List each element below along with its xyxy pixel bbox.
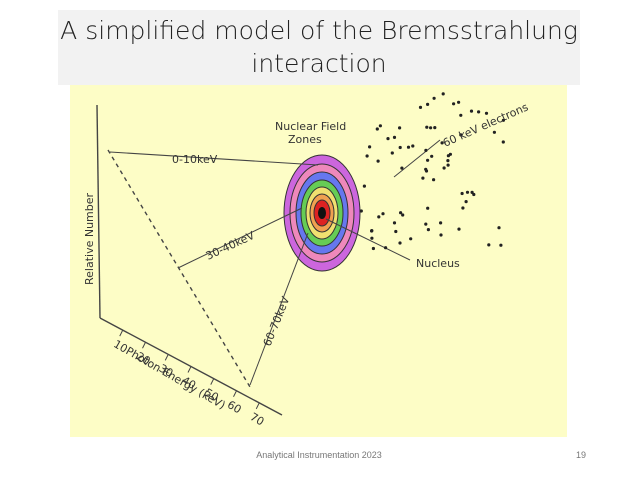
electron-dot [421,176,425,180]
x-tick-label: 60 [225,398,244,416]
zones-label: Zones [288,133,322,146]
electron-dot [362,184,366,188]
electron-dot [377,215,381,219]
nucleus-label: Nucleus [416,257,460,270]
x-tick-label: 50 [202,386,221,404]
electron-dot [368,145,372,149]
electron-dot [459,113,463,117]
electron-dot [446,163,450,167]
electron-dot [464,200,468,204]
x-tick-marks [119,329,260,410]
footer: Analytical Instrumentation 2023 [256,450,382,460]
electron-dot [424,167,428,171]
electron-dot [452,102,456,106]
title-box: A simplified model of the Bremsstrahlung… [58,10,580,85]
electron-dot [409,237,413,241]
diagram: Nuclear Field Zones 60 keV electrons Nuc… [70,85,567,437]
electron-dot [381,212,385,216]
electron-dot [442,166,446,170]
electron-dot [424,222,428,226]
electron-dot [465,190,470,194]
electron-dot [501,140,505,144]
electron-dot [457,227,461,231]
electron-dot [411,144,415,148]
electron-dot [400,166,404,170]
electron-dot [418,105,423,109]
electron-dot [492,130,496,134]
electron-dot [433,126,437,130]
electron-dot [459,133,463,137]
electron-dot [426,158,430,162]
electron-dot [425,125,429,129]
electron-dot [392,221,397,225]
electrons [359,92,505,251]
x-tick [119,329,124,337]
electron-dot [441,92,445,96]
electron-dot [370,236,374,240]
electron-dot [390,151,394,155]
x-tick-label: 10 [111,337,130,355]
x-tick [233,390,237,397]
electron-dot [375,127,379,131]
electron-dot [424,148,428,152]
electron-dot [432,96,436,100]
electron-dot [487,243,491,247]
zones-label: Nuclear Field [275,120,346,133]
title: A simplified model of the Bremsstrahlung [60,16,578,45]
electron-dot [406,145,411,149]
x-tick [255,402,260,410]
field-zones [283,154,361,272]
x-tick [187,366,192,373]
electron-dot [439,221,443,225]
electron-dot [384,246,388,250]
electron-dot [439,233,443,237]
x-tick-label: 40 [180,374,199,392]
x-tick [164,354,169,361]
electron-dot [359,209,363,213]
electron-dot [426,228,430,232]
electron-dot [398,145,402,150]
x-tick-label: 30 [157,362,176,380]
x-tick-label: 20 [134,350,153,368]
electron-dot [448,152,452,156]
energy-label: 0-10keV [172,153,218,166]
page-number: 19 [576,450,587,460]
electron-dot [470,190,474,194]
electron-dot [430,154,434,158]
electron-dot [370,229,374,233]
electron-dot [392,135,397,139]
electron-dot [394,229,398,234]
electron-dot [499,243,503,247]
y-axis-label: Relative Number [83,192,96,285]
electron-dot [429,126,433,130]
electron-dot [460,191,464,196]
electron-dot [457,100,461,104]
electron-dot [461,206,465,210]
electron-dot [501,118,505,122]
arrows [109,139,441,386]
x-tick [142,342,146,349]
electron-dot [378,124,382,128]
electron-dot [426,102,430,106]
electron-dot [398,241,402,245]
electron-dot [484,111,489,115]
electron-dot [432,178,436,182]
electron-dot [365,154,369,158]
electron-dot [446,159,450,163]
electron-dot [469,109,474,113]
electron-dot [426,206,430,210]
x-tick-label: 70 [248,410,267,428]
electron-dot [440,141,444,145]
electron-dot [398,126,402,130]
electron-dot [401,213,405,217]
x-tick [210,378,215,385]
electron-dot [386,137,390,141]
electron-dot [399,211,403,215]
electron-dot [371,246,375,251]
title: interaction [251,49,387,78]
electron-dot [477,110,481,114]
electron-dot [497,226,501,230]
electron-dot [376,159,380,163]
